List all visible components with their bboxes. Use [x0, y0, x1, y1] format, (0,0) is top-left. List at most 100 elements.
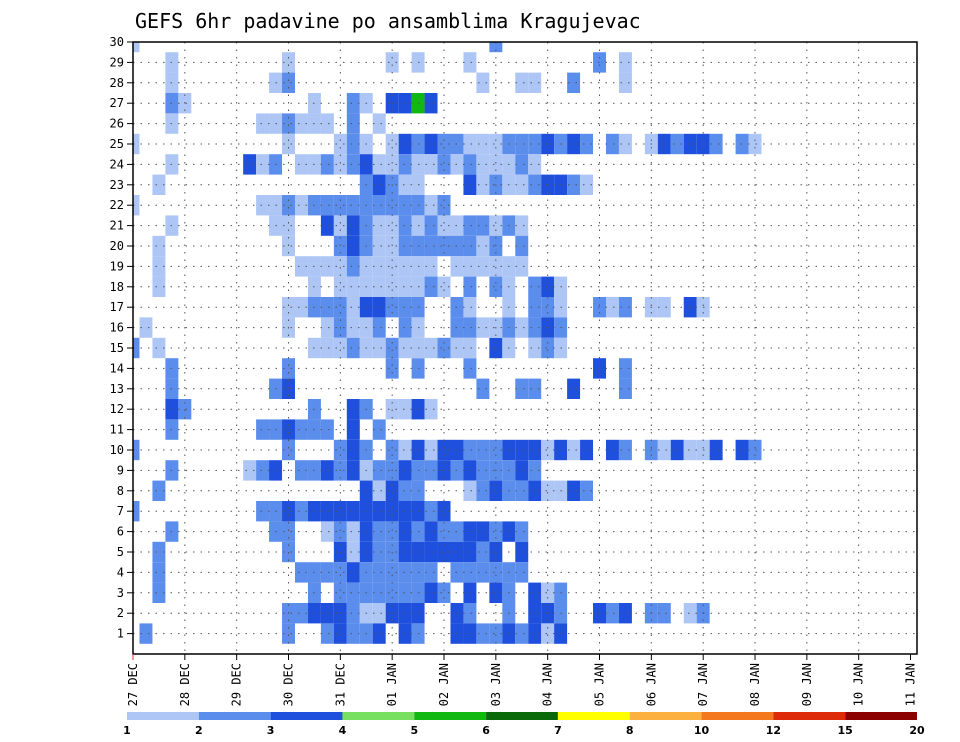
heatmap-cell — [463, 439, 477, 461]
heatmap-cell — [372, 337, 386, 359]
heatmap-cell — [528, 439, 542, 461]
heatmap-cell — [333, 521, 347, 542]
heatmap-cell — [567, 480, 581, 501]
heatmap-cell — [463, 337, 477, 359]
heatmap-cell — [294, 419, 308, 440]
heatmap-cell — [372, 113, 386, 134]
heatmap-cell — [528, 154, 542, 175]
heatmap-cell — [424, 256, 438, 277]
heatmap-cell — [398, 603, 412, 624]
heatmap-cell — [372, 582, 386, 603]
heatmap-cell — [476, 378, 490, 399]
heatmap-cell — [372, 276, 386, 297]
heatmap-cell — [683, 297, 697, 318]
heatmap-cell — [282, 195, 295, 216]
heatmap-cell — [618, 297, 632, 318]
y-tick-label: 7 — [117, 504, 124, 518]
heatmap-cell — [385, 399, 399, 420]
heatmap-cell — [605, 297, 619, 318]
heatmap-cell — [463, 297, 477, 318]
heatmap-cell — [385, 297, 399, 318]
heatmap-cell — [528, 297, 542, 318]
heatmap-cell — [333, 297, 347, 318]
heatmap-cell — [133, 439, 140, 461]
y-tick-label: 10 — [110, 443, 124, 457]
heatmap-cell — [282, 297, 295, 318]
heatmap-cell — [541, 582, 555, 603]
heatmap-cell — [346, 195, 360, 216]
heatmap-cell — [385, 154, 399, 175]
x-tick-label: 03 JAN — [489, 663, 503, 706]
y-tick-label: 27 — [110, 96, 124, 110]
heatmap-cell — [346, 419, 360, 440]
heatmap-cell — [424, 501, 438, 522]
heatmap-cell — [333, 195, 347, 216]
heatmap-cell — [372, 215, 386, 236]
y-tick-label: 4 — [117, 565, 124, 579]
heatmap-cell — [320, 297, 334, 318]
heatmap-cell — [320, 256, 334, 277]
y-tick-label: 6 — [117, 525, 124, 539]
heatmap-cell — [294, 256, 308, 277]
heatmap-cell — [424, 582, 438, 603]
heatmap-cell — [515, 521, 529, 542]
heatmap-cell — [515, 623, 529, 644]
heatmap-cell — [133, 501, 140, 522]
heatmap-cell — [333, 337, 347, 359]
heatmap-cell — [528, 276, 542, 297]
heatmap-cell — [424, 562, 438, 583]
legend-swatch — [127, 712, 199, 720]
y-tick-label: 18 — [110, 280, 124, 294]
heatmap-cell — [346, 521, 360, 542]
heatmap-cell — [398, 93, 412, 114]
heatmap-cell — [489, 215, 503, 236]
heatmap-cell — [618, 603, 632, 624]
heatmap-cell — [424, 337, 438, 359]
x-tick-label: 08 JAN — [748, 663, 762, 706]
y-tick-label: 5 — [117, 545, 124, 559]
heatmap-cell — [618, 52, 632, 73]
y-tick-label: 11 — [110, 423, 124, 437]
heatmap-cell — [398, 582, 412, 603]
heatmap-cell — [398, 521, 412, 542]
heatmap-cell — [437, 215, 451, 236]
heatmap-cell — [398, 501, 412, 522]
heatmap-cell — [528, 337, 542, 359]
heatmap-cell — [424, 215, 438, 236]
heatmap-cell — [346, 460, 360, 481]
heatmap-cell — [424, 276, 438, 297]
heatmap-cell — [567, 72, 581, 93]
heatmap-cell — [294, 195, 308, 216]
heatmap-cell — [528, 480, 542, 501]
heatmap-cell — [333, 276, 347, 297]
x-tick-label: 04 JAN — [541, 663, 555, 706]
legend-swatch — [342, 712, 415, 720]
legend-label: 5 — [410, 724, 418, 737]
heatmap-cell — [463, 52, 477, 73]
legend-label: 4 — [339, 724, 347, 737]
legend-label: 12 — [766, 724, 781, 737]
heatmap-cell — [618, 378, 632, 399]
heatmap-cell — [398, 399, 412, 420]
heatmap-cell — [346, 501, 360, 522]
x-tick-label: 01 JAN — [385, 663, 399, 706]
heatmap-cell — [683, 603, 697, 624]
heatmap-cell — [476, 174, 490, 195]
heatmap-cell — [372, 541, 386, 563]
heatmap-cell — [282, 378, 295, 399]
heatmap-cell — [346, 297, 360, 318]
heatmap-cell — [437, 133, 451, 155]
heatmap-cell — [243, 154, 257, 175]
legend-swatch — [557, 712, 630, 720]
heatmap-cell — [515, 480, 529, 501]
heatmap-cell — [333, 582, 347, 603]
x-tick-label: 10 JAN — [852, 663, 866, 706]
x-tick-label: 02 JAN — [437, 663, 451, 706]
heatmap-cell — [541, 133, 555, 155]
grid-lines — [133, 42, 917, 654]
heatmap-cell — [372, 501, 386, 522]
y-tick-label: 29 — [110, 55, 124, 69]
heatmap-cell — [346, 235, 360, 257]
heatmap-cell — [385, 521, 399, 542]
heatmap-cell — [528, 603, 542, 624]
